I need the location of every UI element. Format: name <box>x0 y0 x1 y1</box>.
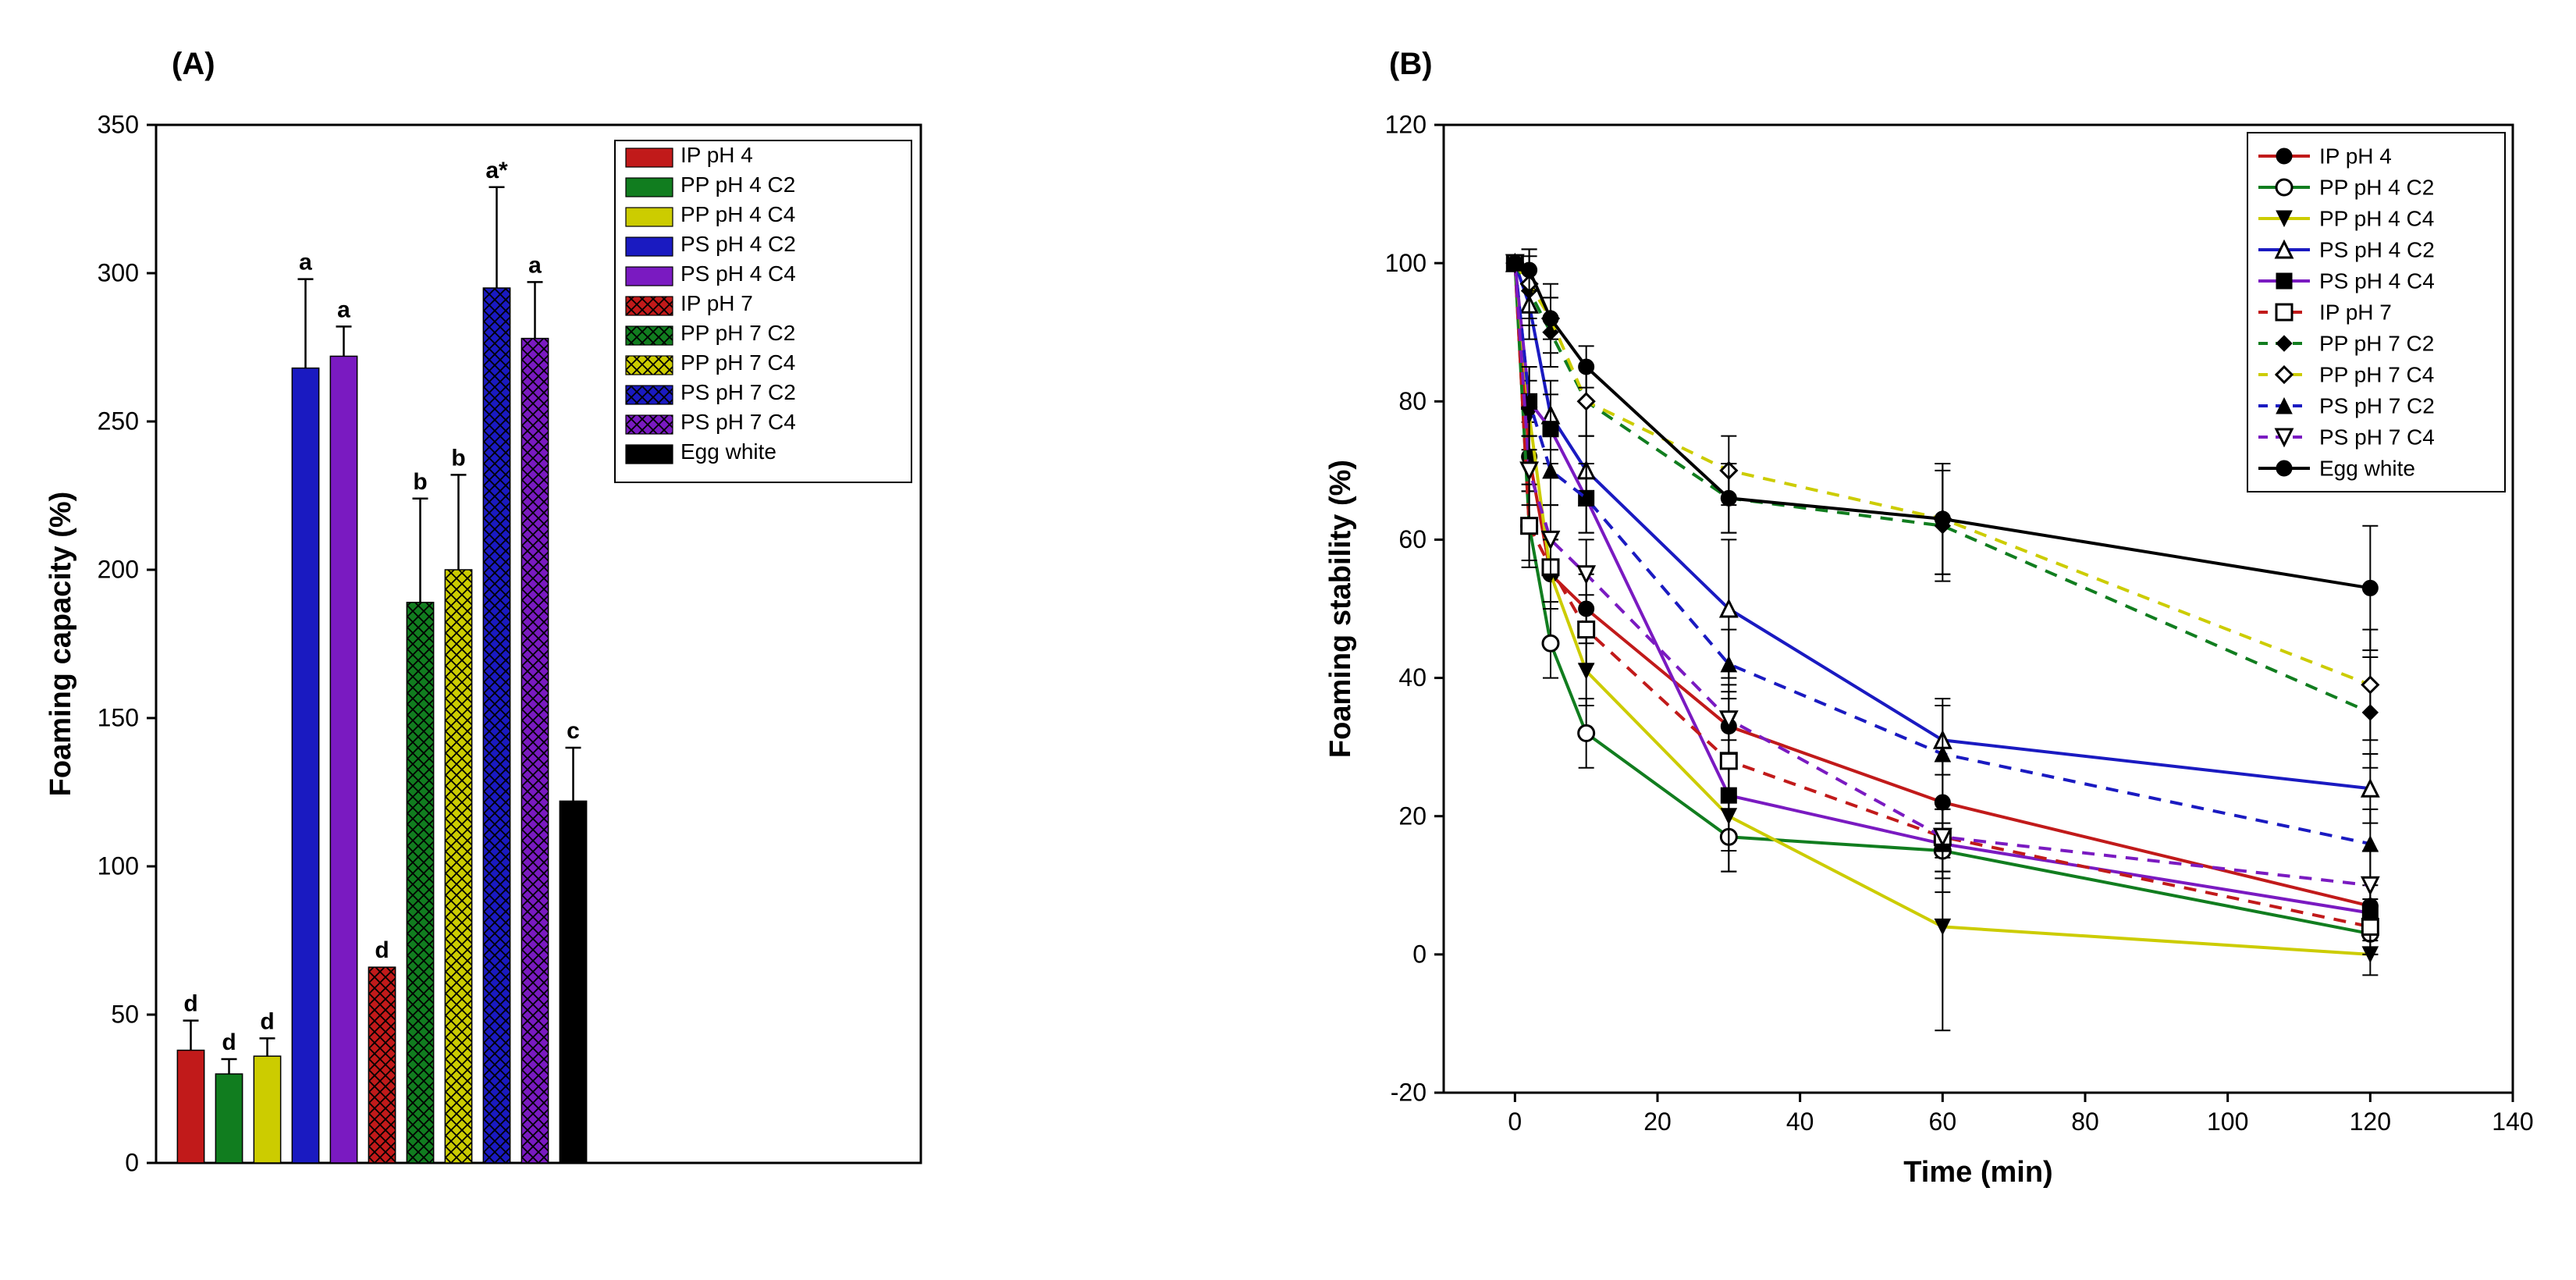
svg-text:PP pH 7 C4: PP pH 7 C4 <box>680 350 795 375</box>
svg-text:60: 60 <box>1398 525 1427 553</box>
bar <box>292 368 318 1163</box>
svg-text:PS pH 7 C2: PS pH 7 C2 <box>680 380 796 404</box>
svg-text:PP pH 7 C2: PP pH 7 C2 <box>2319 331 2434 355</box>
svg-text:300: 300 <box>98 259 139 287</box>
svg-text:150: 150 <box>98 704 139 732</box>
svg-text:b: b <box>451 445 465 471</box>
svg-text:40: 40 <box>1398 663 1427 692</box>
svg-text:80: 80 <box>1398 387 1427 415</box>
svg-text:Foaming capacity (%): Foaming capacity (%) <box>44 492 77 797</box>
svg-text:PS pH 4 C4: PS pH 4 C4 <box>2319 268 2435 293</box>
svg-text:d: d <box>222 1029 236 1055</box>
svg-text:100: 100 <box>98 852 139 880</box>
svg-text:d: d <box>260 1008 274 1034</box>
bar <box>407 603 433 1163</box>
svg-text:60: 60 <box>1929 1108 1957 1136</box>
svg-text:d: d <box>375 937 389 963</box>
svg-text:PS pH 4 C4: PS pH 4 C4 <box>680 261 796 286</box>
svg-text:0: 0 <box>1508 1108 1522 1136</box>
svg-text:100: 100 <box>2207 1108 2248 1136</box>
svg-text:Egg white: Egg white <box>2319 456 2415 480</box>
svg-text:PP pH 4 C2: PP pH 4 C2 <box>680 172 795 197</box>
svg-text:PP pH 4 C2: PP pH 4 C2 <box>2319 175 2434 199</box>
svg-text:PS pH 7 C4: PS pH 7 C4 <box>2319 425 2435 449</box>
svg-text:IP pH 4: IP pH 4 <box>2319 144 2392 168</box>
svg-text:0: 0 <box>125 1149 139 1177</box>
svg-text:350: 350 <box>98 111 139 139</box>
svg-text:120: 120 <box>2350 1108 2391 1136</box>
svg-text:40: 40 <box>1786 1108 1814 1136</box>
svg-text:PP pH 4 C4: PP pH 4 C4 <box>680 202 795 226</box>
svg-text:PS pH 7 C4: PS pH 7 C4 <box>680 410 796 434</box>
svg-text:0: 0 <box>1412 940 1427 969</box>
panel-a: (A) 0 50 100 150 200 250 300 350 Foaming capacit… <box>16 16 1264 1264</box>
svg-text:Time (min): Time (min) <box>1903 1156 2052 1189</box>
svg-text:PS pH 4 C2: PS pH 4 C2 <box>680 232 796 256</box>
svg-text:PS pH 4 C2: PS pH 4 C2 <box>2319 237 2435 261</box>
svg-text:Foaming stability (%): Foaming stability (%) <box>1324 460 1357 758</box>
bar <box>254 1056 280 1163</box>
svg-text:b: b <box>413 469 427 495</box>
svg-text:d: d <box>183 991 197 1017</box>
figure: (A) 050100150200250300350Foaming capacit… <box>0 0 2575 1280</box>
svg-text:200: 200 <box>98 556 139 584</box>
panel-b: (B) 0 20 40 60 80 100 120 140 Time (min) -20 0 20 40… <box>1295 16 2560 1264</box>
panel-b-label: (B) <box>1389 47 1433 82</box>
svg-text:a: a <box>528 252 542 278</box>
svg-text:IP pH 7: IP pH 7 <box>2319 300 2392 324</box>
bar <box>483 288 510 1163</box>
svg-text:250: 250 <box>98 407 139 436</box>
svg-text:c: c <box>567 718 580 744</box>
svg-text:PP pH 7 C4: PP pH 7 C4 <box>2319 362 2434 386</box>
svg-text:80: 80 <box>2071 1108 2099 1136</box>
panel-a-label: (A) <box>172 47 215 82</box>
svg-text:PP pH 4 C4: PP pH 4 C4 <box>2319 206 2434 230</box>
svg-text:20: 20 <box>1643 1108 1672 1136</box>
svg-text:a: a <box>299 250 312 276</box>
svg-text:-20: -20 <box>1391 1079 1427 1107</box>
bar <box>177 1051 204 1163</box>
svg-text:IP pH 4: IP pH 4 <box>680 143 753 167</box>
svg-text:20: 20 <box>1398 802 1427 830</box>
svg-text:100: 100 <box>1385 249 1427 277</box>
line-chart: 0 20 40 60 80 100 120 140 Time (min) -20 0 20 40 60 80… <box>1295 16 2560 1233</box>
bar <box>521 339 548 1163</box>
bar <box>330 356 357 1163</box>
svg-text:a: a <box>337 297 350 322</box>
bar <box>215 1074 242 1163</box>
svg-text:IP pH 7: IP pH 7 <box>680 291 753 315</box>
svg-text:PS pH 7 C2: PS pH 7 C2 <box>2319 393 2435 418</box>
svg-text:140: 140 <box>2492 1108 2533 1136</box>
legend: IP pH 4 PP pH 4 C2 PP pH 4 C4 PS pH 4 C2 PS … <box>615 140 911 482</box>
bar-chart: 0 50 100 150 200 250 300 350 Foaming capacity (%… <box>16 16 1249 1233</box>
svg-text:Egg white: Egg white <box>680 439 776 464</box>
legend: IP pH 4 PP pH 4 C2 PP pH 4 C4 PS pH 4 C2 PS … <box>2247 133 2505 492</box>
svg-text:120: 120 <box>1385 111 1427 139</box>
svg-text:50: 50 <box>111 1001 139 1029</box>
bar <box>445 570 471 1163</box>
svg-text:a*: a* <box>485 158 508 183</box>
bar <box>560 801 586 1163</box>
svg-text:PP pH 7 C2: PP pH 7 C2 <box>680 321 795 345</box>
bar <box>368 967 395 1163</box>
